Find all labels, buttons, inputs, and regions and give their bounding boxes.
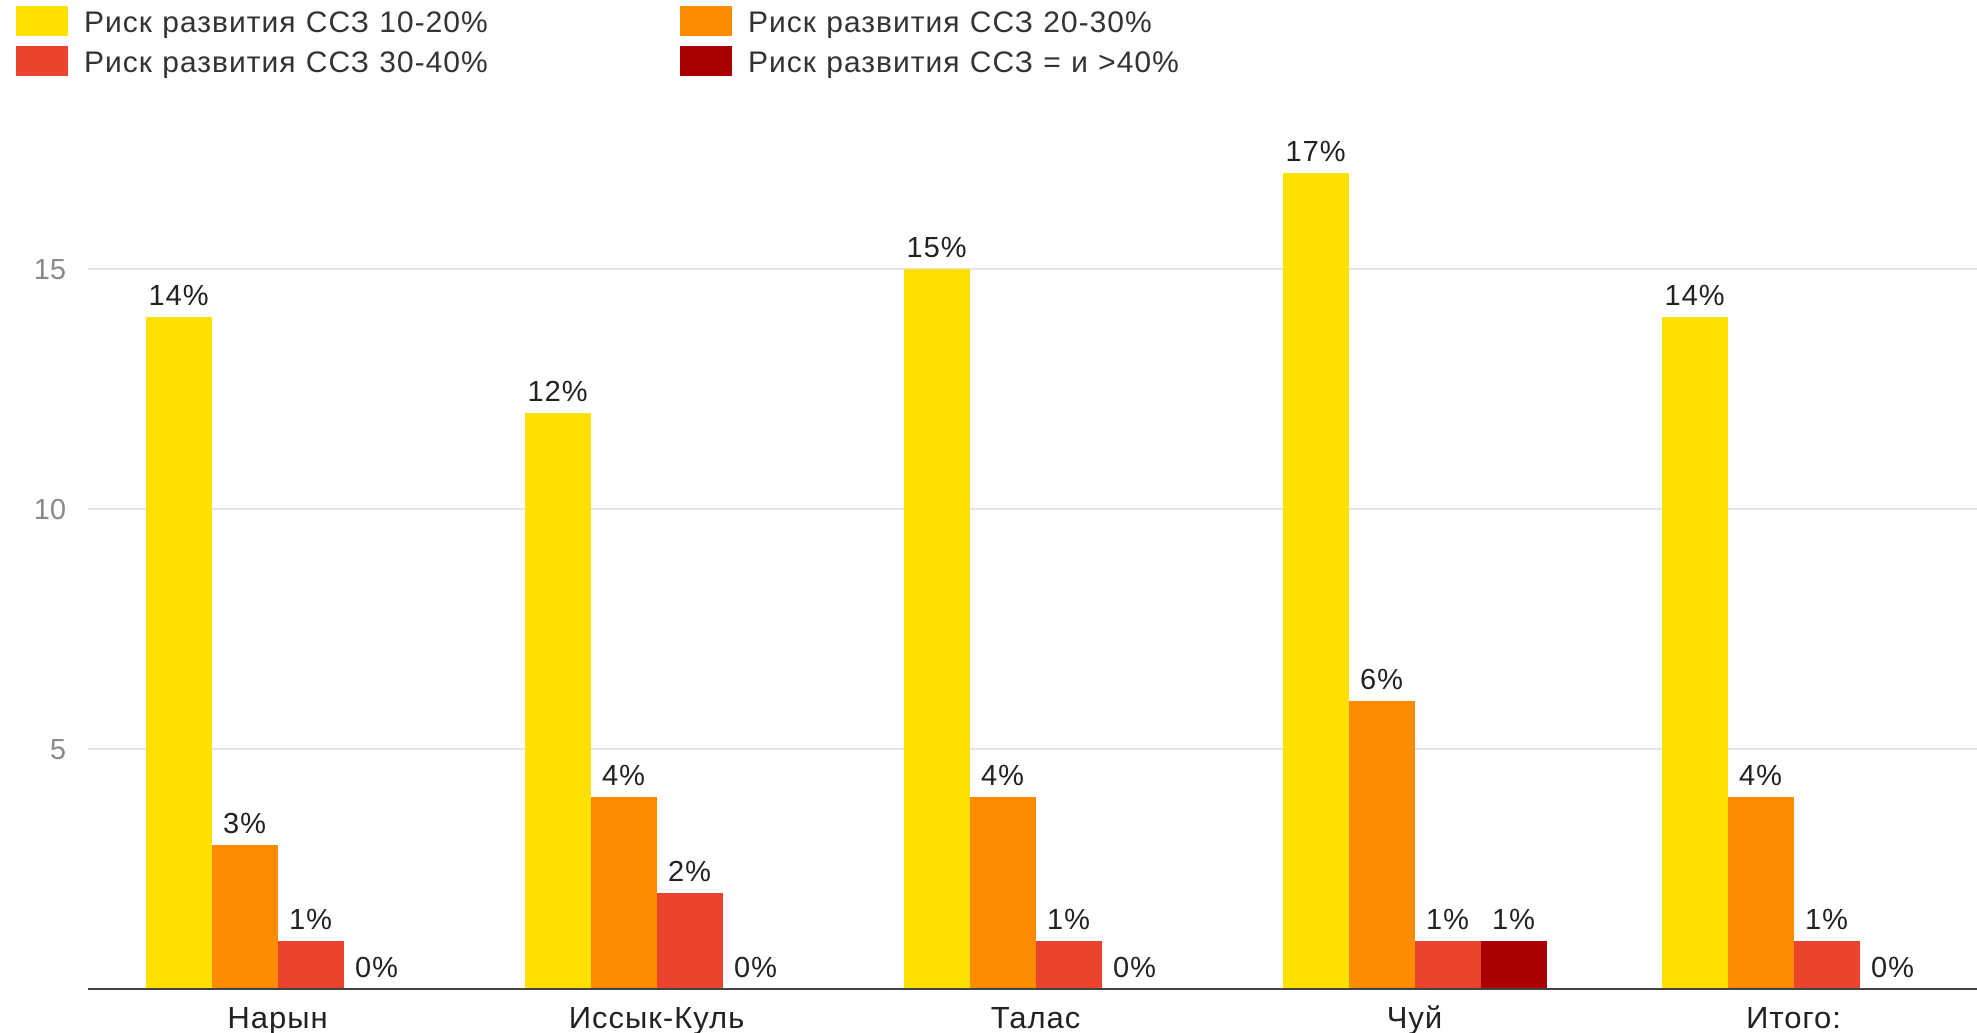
data-label-1-1: 14%	[148, 280, 209, 312]
data-label-3-4: 0%	[1113, 952, 1157, 984]
bar-4-1	[1283, 173, 1349, 989]
data-label-1-3: 1%	[289, 904, 333, 936]
bar-4-4	[1481, 941, 1547, 989]
data-label-4-4: 1%	[1492, 904, 1536, 936]
bar-3-2	[970, 797, 1036, 989]
data-label-5-2: 4%	[1739, 760, 1783, 792]
bars	[146, 173, 1860, 989]
bar-3-3	[1036, 941, 1102, 989]
legend-label-2: Риск развития ССЗ 20-30%	[748, 6, 1153, 39]
y-tick-label-15: 15	[34, 254, 66, 286]
legend-label-1: Риск развития ССЗ 10-20%	[84, 6, 489, 39]
legend-swatch-4	[680, 46, 732, 76]
bar-2-1	[525, 413, 591, 989]
data-label-4-3: 1%	[1426, 904, 1470, 936]
data-labels: 14% 3% 1% 0% 12% 4% 2% 0% 15% 4% 1% 0% 17% 6% 1% 1% 14% 4…	[148, 136, 1915, 984]
data-label-4-1: 17%	[1285, 136, 1346, 168]
data-label-3-1: 15%	[906, 232, 967, 264]
bar-1-1	[146, 317, 212, 989]
x-tick-label-5: Итого:	[1746, 1000, 1842, 1033]
legend-swatch-3	[16, 46, 68, 76]
legend-swatch-1	[16, 6, 68, 36]
x-axis: Нарын Иссык-Куль Талас Чуй Итого:	[88, 988, 1977, 1033]
legend-label-4: Риск развития ССЗ = и >40%	[748, 46, 1180, 79]
bar-2-2	[591, 797, 657, 989]
y-axis: 5 10 15	[34, 254, 66, 766]
x-tick-label-4: Чуй	[1387, 1000, 1443, 1033]
bar-5-1	[1662, 317, 1728, 989]
bar-1-3	[278, 941, 344, 989]
data-label-3-2: 4%	[981, 760, 1025, 792]
bar-4-3	[1415, 941, 1481, 989]
bar-2-3	[657, 893, 723, 989]
bar-5-2	[1728, 797, 1794, 989]
bar-5-3	[1794, 941, 1860, 989]
data-label-2-4: 0%	[734, 952, 778, 984]
data-label-2-1: 12%	[527, 376, 588, 408]
y-tick-label-10: 10	[34, 494, 66, 526]
legend-swatch-2	[680, 6, 732, 36]
bar-4-2	[1349, 701, 1415, 989]
bar-3-1	[904, 269, 970, 989]
data-label-2-2: 4%	[602, 760, 646, 792]
x-tick-label-1: Нарын	[227, 1000, 328, 1033]
data-label-4-2: 6%	[1360, 664, 1404, 696]
data-label-1-2: 3%	[223, 808, 267, 840]
bar-1-2	[212, 845, 278, 989]
legend: Риск развития ССЗ 10-20% Риск развития СС…	[16, 6, 1180, 79]
y-tick-label-5: 5	[50, 734, 66, 766]
data-label-5-4: 0%	[1871, 952, 1915, 984]
x-tick-label-2: Иссык-Куль	[569, 1000, 746, 1033]
data-label-3-3: 1%	[1047, 904, 1091, 936]
data-label-5-3: 1%	[1805, 904, 1849, 936]
data-label-1-4: 0%	[355, 952, 399, 984]
legend-label-3: Риск развития ССЗ 30-40%	[84, 46, 489, 79]
data-label-2-3: 2%	[668, 856, 712, 888]
x-tick-label-3: Талас	[991, 1000, 1082, 1033]
data-label-5-1: 14%	[1664, 280, 1725, 312]
